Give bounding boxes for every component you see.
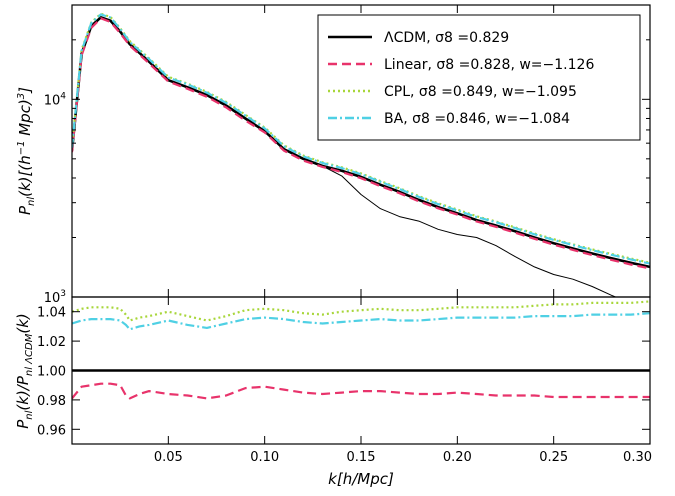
bottom-y-tick-label: 1.00	[37, 365, 66, 380]
bottom-x-tick-label: 0.25	[539, 450, 568, 465]
bottom-series-ba	[72, 312, 650, 331]
top-series-linear	[72, 17, 650, 270]
legend-label-cpl: CPL, σ8 =0.849, w=−1.095	[384, 84, 577, 100]
bottom-ticks: 0.96 0.98 1.00 1.02 1.04 0.05 0.10 0.15 0.20 0.25…	[37, 297, 652, 465]
bottom-x-tick-label: 0.30	[623, 450, 652, 465]
bottom-x-tick-label: 0.15	[347, 450, 376, 465]
bottom-series-linear	[72, 382, 650, 400]
top-y-axis-label: Pnl(k)[(h−1 Mpc)3]	[16, 87, 37, 215]
bottom-y-tick-label: 0.98	[37, 394, 66, 409]
legend-entry-lcdm: ΛCDM, σ8 =0.829	[328, 30, 509, 46]
legend: ΛCDM, σ8 =0.829 Linear, σ8 =0.828, w=−1.…	[317, 14, 641, 141]
bottom-panel-frame	[71, 296, 651, 445]
top-panel: 103 104 Pnl(k)[(h−1 Mpc)3] ΛCDM, σ8 =0.82…	[16, 4, 651, 306]
top-y-tick-label: 104	[44, 91, 67, 108]
bottom-y-tick-label: 1.02	[37, 335, 66, 350]
bottom-x-tick-label: 0.05	[154, 450, 183, 465]
bottom-y-tick-label: 0.96	[37, 423, 66, 438]
legend-label-linear: Linear, σ8 =0.828, w=−1.126	[384, 57, 594, 73]
legend-entry-cpl: CPL, σ8 =0.849, w=−1.095	[328, 84, 577, 100]
bottom-series-group	[72, 300, 650, 400]
top-ticks: 103 104	[44, 4, 651, 306]
bottom-panel: 0.96 0.98 1.00 1.02 1.04 0.05 0.10 0.15 0.20 0.25…	[14, 296, 652, 488]
x-axis-label: k[h/Mpc]	[328, 470, 394, 488]
legend-entry-linear: Linear, σ8 =0.828, w=−1.126	[328, 57, 594, 73]
bottom-series-cpl	[72, 300, 650, 322]
top-series-group	[72, 12, 650, 297]
legend-label-lcdm: ΛCDM, σ8 =0.829	[384, 30, 509, 46]
top-y-tick-label: 103	[44, 289, 66, 306]
bottom-x-tick-label: 0.20	[443, 450, 472, 465]
legend-label-ba: BA, σ8 =0.846, w=−1.084	[384, 111, 570, 127]
legend-entry-ba: BA, σ8 =0.846, w=−1.084	[328, 111, 570, 127]
top-series-ba	[72, 13, 650, 265]
bottom-x-tick-label: 0.10	[250, 450, 279, 465]
bottom-y-tick-label: 1.04	[37, 306, 66, 321]
